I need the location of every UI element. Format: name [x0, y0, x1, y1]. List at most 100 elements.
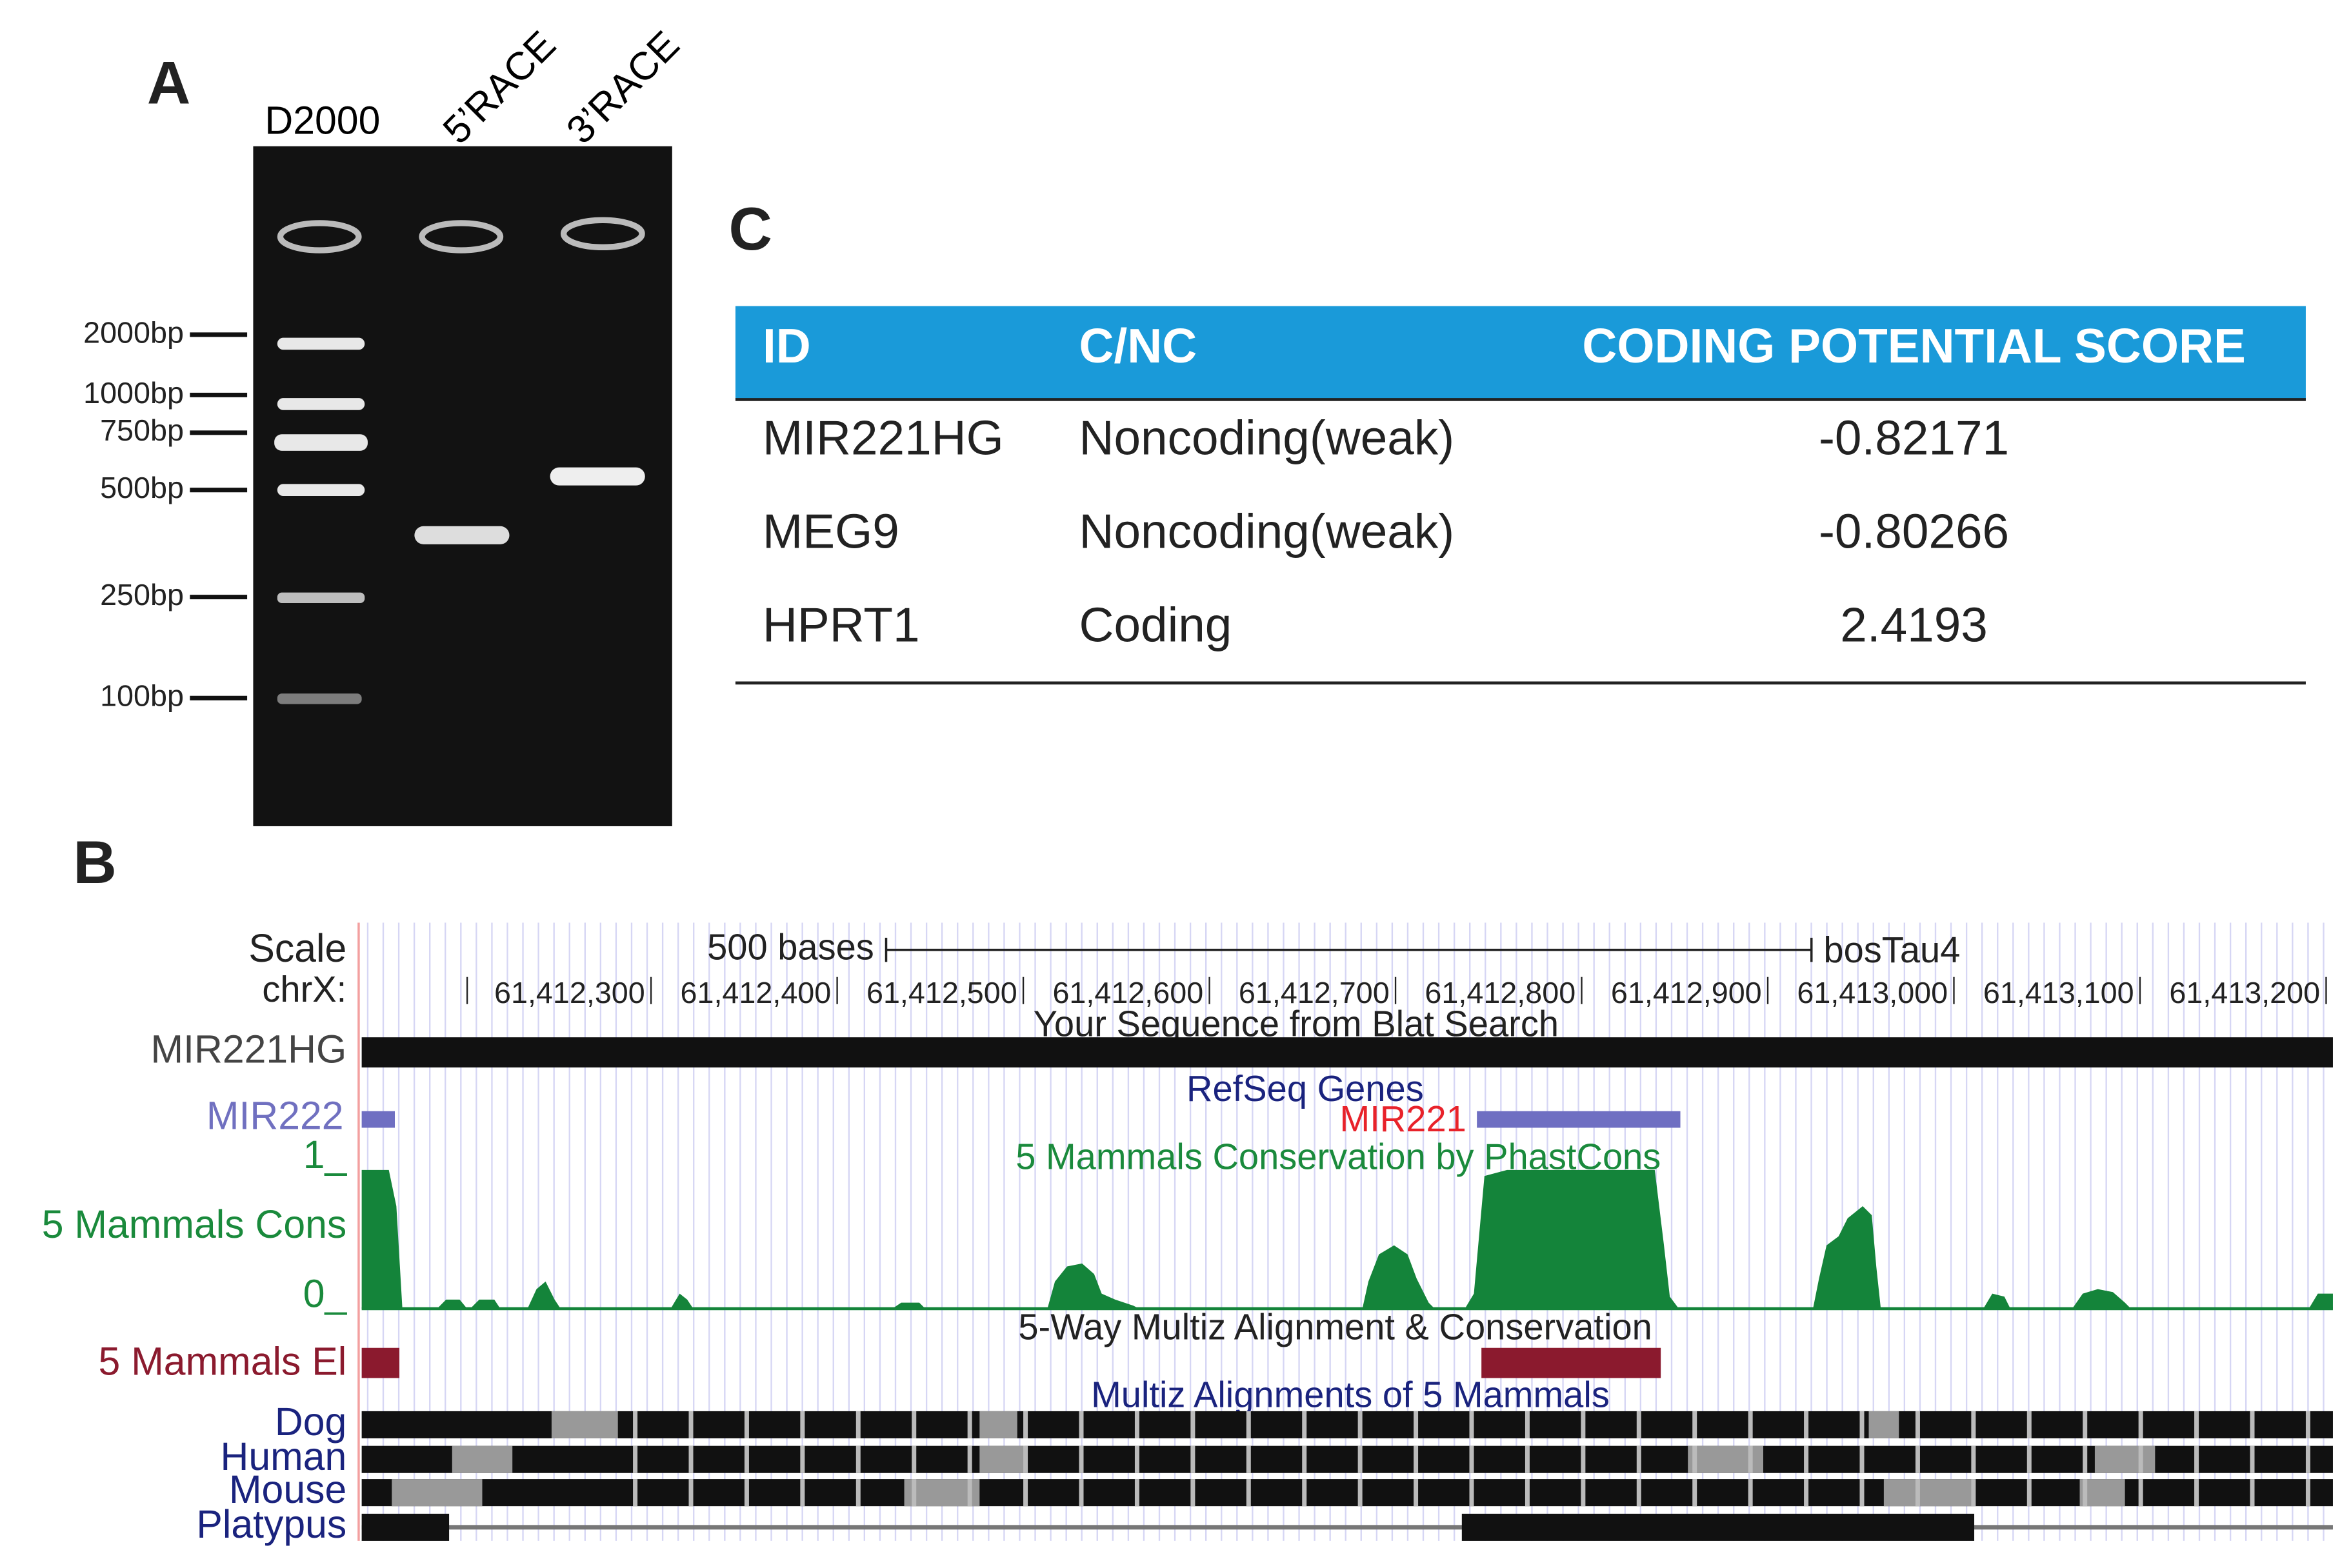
track-title: Your Sequence from Blat Search	[1034, 1004, 1559, 1044]
alignment-gap	[633, 1445, 638, 1473]
alignment-gap	[1357, 1479, 1363, 1507]
alignment-gap	[1971, 1411, 1976, 1438]
alignment-gap	[1804, 1479, 1809, 1507]
alignment-bar	[361, 1445, 2333, 1473]
alignment-gap	[1915, 1479, 1920, 1507]
table-cell: Coding	[1079, 597, 1232, 651]
alignment-gap	[2250, 1479, 2255, 1507]
element-bar	[1481, 1347, 1661, 1378]
alignment-gap	[2138, 1445, 2143, 1473]
alignment-gap	[1915, 1445, 1920, 1473]
alignment-gap	[1971, 1479, 1976, 1507]
alignment-gap	[1804, 1445, 1809, 1473]
alignment-gap	[1190, 1479, 1196, 1507]
pos-label: 61,412,300	[494, 976, 645, 1009]
band-3race	[550, 467, 645, 486]
alignment-gap	[967, 1445, 972, 1473]
lane-label: D2000	[265, 99, 380, 143]
alignment-gap	[2083, 1479, 2088, 1507]
alignment-gap	[2305, 1411, 2310, 1438]
header-cell: CODING POTENTIAL SCORE	[1582, 319, 2245, 373]
alignment-gap	[1868, 1411, 1899, 1438]
alignment-gap	[912, 1479, 917, 1507]
alignment-gap	[2083, 1445, 2088, 1473]
alignment-gap	[855, 1479, 861, 1507]
species-label: Platypus	[196, 1502, 346, 1546]
alignment-gap	[855, 1445, 861, 1473]
alignment-gap	[2026, 1445, 2032, 1473]
alignment-gap	[1915, 1411, 1920, 1438]
alignment-gap	[2194, 1411, 2199, 1438]
track-title: 5 Mammals Conservation by PhastCons	[1015, 1136, 1661, 1176]
alignment-gap	[1692, 1411, 1697, 1438]
alignment-gap	[1636, 1445, 1641, 1473]
table-cell: -0.82171	[1819, 411, 2009, 465]
alignment-gap	[855, 1411, 861, 1438]
alignment-gap	[1302, 1445, 1307, 1473]
track-label: MIR222	[206, 1093, 344, 1137]
ladder-bands	[274, 337, 368, 704]
alignment-gap	[1859, 1445, 1865, 1473]
scale-text: 500 bases	[707, 926, 874, 967]
table-cell: HPRT1	[763, 597, 920, 651]
alignment-gap	[1971, 1445, 1976, 1473]
alignment-gap	[1023, 1445, 1028, 1473]
marker-label: 250bp	[100, 578, 184, 611]
alignment-gap	[800, 1411, 805, 1438]
alignment-gap	[1246, 1479, 1251, 1507]
header-cell: ID	[763, 319, 811, 373]
track-title: Multiz Alignments of 5 Mammals	[1091, 1374, 1610, 1415]
alignment-gap	[1859, 1479, 1865, 1507]
alignment-gap	[688, 1479, 694, 1507]
alignment-gap	[688, 1411, 694, 1438]
table-cell: MIR221HG	[763, 411, 1004, 465]
alignment-gap	[1357, 1411, 1363, 1438]
track-label: Scale	[248, 926, 346, 970]
blat-bar	[361, 1037, 2333, 1067]
alignment-gap	[1302, 1479, 1307, 1507]
alignment-gap	[1581, 1411, 1586, 1438]
alignment-bar	[361, 1411, 2333, 1438]
alignment-gap	[633, 1479, 638, 1507]
alignment-gap	[633, 1411, 638, 1438]
pos-label: 61,412,700	[1239, 976, 1390, 1009]
table-cell: Noncoding(weak)	[1079, 504, 1455, 559]
pos-label: 61,412,900	[1611, 976, 1762, 1009]
panel-label: A	[147, 48, 190, 116]
band-5race	[414, 526, 510, 544]
alignment-gap	[2305, 1445, 2310, 1473]
alignment-gap	[1079, 1479, 1084, 1507]
header-cell: C/NC	[1079, 319, 1197, 373]
alignment-gap	[1357, 1445, 1363, 1473]
alignment-gap	[1581, 1479, 1586, 1507]
track-title: RefSeq Genes	[1186, 1068, 1424, 1109]
alignment-gap	[967, 1479, 972, 1507]
marker-label: 1000bp	[83, 376, 184, 410]
table-cell: Noncoding(weak)	[1079, 411, 1455, 465]
gene-label: MIR221	[1340, 1098, 1466, 1139]
lane-label: 5’RACE	[434, 23, 564, 152]
assembly: bosTau4	[1823, 929, 1960, 970]
pos-label: 61,412,500	[866, 976, 1017, 1009]
alignment-gap	[912, 1445, 917, 1473]
alignment-gap	[1636, 1411, 1641, 1438]
alignment-gap	[1748, 1445, 1753, 1473]
alignment-gap	[1525, 1445, 1530, 1473]
alignment-gap	[912, 1411, 917, 1438]
alignment-gap	[1469, 1445, 1474, 1473]
alignment-gap	[1246, 1445, 1251, 1473]
marker-label: 2000bp	[83, 315, 184, 349]
alignment-gap	[2094, 1445, 2156, 1473]
alignment-gap	[2026, 1479, 2032, 1507]
pos-label: 61,413,100	[1983, 976, 2134, 1009]
alignment-bar	[1461, 1513, 1975, 1541]
alignment-gap	[979, 1445, 1025, 1473]
alignment-gap	[1525, 1479, 1530, 1507]
alignment-gap	[1859, 1411, 1865, 1438]
scale-bar	[885, 937, 1813, 962]
lane-label: 3’RACE	[558, 23, 688, 152]
alignment-gap	[1023, 1479, 1028, 1507]
alignment-gap	[2083, 1411, 2088, 1438]
alignment-gap	[2138, 1411, 2143, 1438]
pos-label: 61,412,400	[680, 976, 831, 1009]
